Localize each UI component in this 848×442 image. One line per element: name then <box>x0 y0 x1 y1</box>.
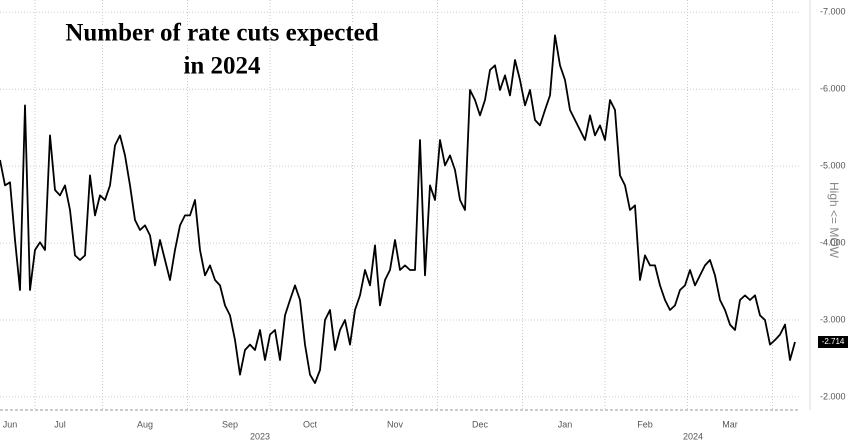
x-tick-label: Nov <box>387 419 404 429</box>
y-tick-label: -7.000 <box>820 7 846 17</box>
grid <box>0 0 800 410</box>
chart-title: in 2024 <box>183 53 261 80</box>
y-tick-label: -3.000 <box>820 314 846 324</box>
y-tick-label: -4.000 <box>820 237 846 247</box>
plot <box>0 34 796 384</box>
x-tick-label: Jul <box>54 419 66 429</box>
value-label: -2.714 <box>822 337 845 346</box>
year-label: 2023 <box>250 431 270 441</box>
x-tick-label: Jan <box>558 419 573 429</box>
x-tick-label: Feb <box>637 419 653 429</box>
y-tick-label: -2.000 <box>820 391 846 401</box>
chart-title: Number of rate cuts expected <box>65 20 378 47</box>
x-tick-label: Jun <box>3 419 18 429</box>
y-axis-label: High <= MOW <box>827 182 841 259</box>
y-tick-label: -5.000 <box>820 161 846 171</box>
x-tick-label: Oct <box>303 419 318 429</box>
year-label: 2024 <box>683 431 703 441</box>
x-tick-label: Dec <box>472 419 489 429</box>
value-label-box <box>818 336 848 348</box>
x-tick-label: Sep <box>222 419 238 429</box>
y-tick-label: -6.000 <box>820 84 846 94</box>
x-tick-label: Aug <box>137 419 153 429</box>
x-tick-label: Mar <box>722 419 738 429</box>
line <box>0 34 796 384</box>
